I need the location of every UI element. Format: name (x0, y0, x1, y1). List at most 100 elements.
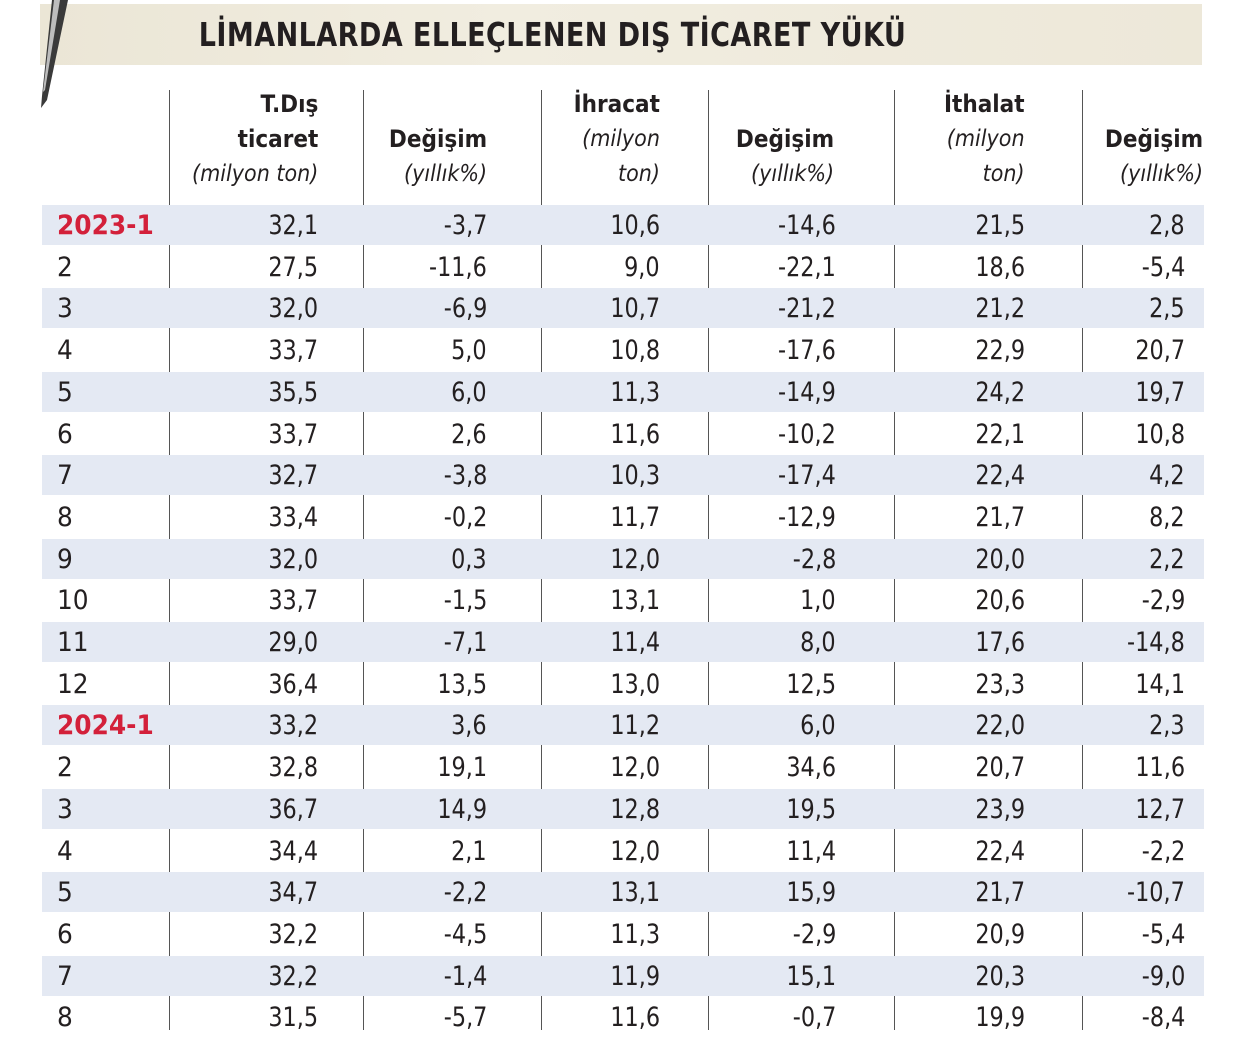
table-cell: 12,7 (1135, 793, 1185, 825)
row-period-label: 12 (57, 668, 89, 700)
table-cell: 11,6 (1135, 752, 1185, 784)
table-cell: -0,2 (443, 501, 487, 533)
table-cell: 32,2 (268, 918, 318, 950)
table-cell: 27,5 (268, 251, 318, 283)
table-cell: 33,4 (268, 501, 318, 533)
table-cell: 19,1 (437, 752, 487, 784)
table-cell: 20,0 (975, 543, 1025, 575)
table-cell: -17,4 (778, 460, 836, 492)
row-period-label: 8 (57, 1002, 73, 1034)
table-cell: 20,6 (975, 585, 1025, 617)
row-period-label: 5 (57, 877, 73, 909)
table-cell: 20,7 (1135, 335, 1185, 367)
table-cell: -2,9 (1141, 585, 1185, 617)
column-header-unit: (milyon (582, 126, 660, 152)
table-cell: 33,7 (268, 418, 318, 450)
table-cell: 14,9 (437, 793, 487, 825)
table-cell: 22,1 (975, 418, 1025, 450)
table-cell: -8,4 (1141, 1002, 1185, 1034)
column-header: Değişim (yıllık%) (1094, 122, 1203, 192)
table-row: 12 36,4 13,5 13,0 12,5 23,3 14,1 (42, 664, 1204, 704)
table-cell: 6,0 (451, 376, 487, 408)
table-cell: 11,3 (610, 376, 660, 408)
column-header: İhracat (milyon ton) (564, 87, 660, 192)
table-cell: -14,9 (778, 376, 836, 408)
table-row: 2 32,8 19,1 12,0 34,6 20,7 11,6 (42, 747, 1204, 787)
table-cell: -2,2 (443, 877, 487, 909)
table-cell: 11,6 (610, 418, 660, 450)
table-row: 6 32,2 -4,5 11,3 -2,9 20,9 -5,4 (42, 914, 1204, 954)
table-cell: 22,4 (975, 835, 1025, 867)
table-cell: 23,9 (975, 793, 1025, 825)
table-cell: 10,8 (610, 335, 660, 367)
table-cell: -7,1 (443, 627, 487, 658)
table-row: 7 32,2 -1,4 11,9 15,1 20,3 -9,0 (42, 955, 1204, 996)
table-cell: 24,2 (975, 376, 1025, 408)
table-cell: 13,0 (610, 668, 660, 700)
row-period-label: 2 (57, 752, 73, 784)
table-cell: 2,6 (451, 418, 487, 450)
column-header-label: ticaret (237, 125, 318, 153)
table-cell: 22,0 (975, 710, 1025, 742)
title-band (40, 4, 1202, 65)
table-cell: 8,2 (1149, 501, 1185, 533)
column-header-unit: (milyon ton) (191, 161, 318, 187)
row-period-label: 7 (57, 460, 73, 492)
table-cell: 17,6 (975, 627, 1025, 658)
column-header-label: Değişim (1104, 125, 1203, 153)
table-cell: 10,7 (610, 293, 660, 325)
table-cell: 32,0 (268, 543, 318, 575)
table-cell: 32,1 (268, 210, 318, 241)
table-cell: 12,0 (610, 543, 660, 575)
table-row: 5 35,5 6,0 11,3 -14,9 24,2 19,7 (42, 371, 1204, 412)
table-cell: 12,8 (610, 793, 660, 825)
row-period-label: 6 (57, 918, 73, 950)
table-cell: -21,2 (778, 293, 836, 325)
table-cell: 36,4 (268, 668, 318, 700)
table-cell: 21,5 (975, 210, 1025, 241)
table-row: 2023-1 32,1 -3,7 10,6 -14,6 21,5 2,8 (42, 205, 1204, 245)
table-cell: -10,2 (778, 418, 836, 450)
table-cell: 6,0 (800, 710, 836, 742)
column-header: Değişim (yıllık%) (725, 122, 834, 192)
table-row: 3 32,0 -6,9 10,7 -21,2 21,2 2,5 (42, 288, 1204, 329)
table-cell: 11,6 (610, 1002, 660, 1034)
table-cell: 14,1 (1135, 668, 1185, 700)
table-row: 10 33,7 -1,5 13,1 1,0 20,6 -2,9 (42, 580, 1204, 620)
table-cell: 3,6 (451, 710, 487, 742)
table-cell: 32,7 (268, 460, 318, 492)
pen-decoration (41, 0, 68, 108)
table-cell: -10,7 (1127, 877, 1185, 909)
row-period-label: 9 (57, 543, 73, 575)
table-cell: -0,7 (792, 1002, 836, 1034)
row-period-label: 2023-1 (57, 210, 154, 241)
table-cell: 5,0 (451, 335, 487, 367)
table-cell: 29,0 (268, 627, 318, 658)
column-header: Değişim (yıllık%) (378, 122, 487, 192)
table-cell: 12,0 (610, 835, 660, 867)
table-cell: 11,7 (610, 501, 660, 533)
table-cell: -2,2 (1141, 835, 1185, 867)
table-cell: -9,0 (1141, 960, 1185, 992)
table-row: 4 34,4 2,1 12,0 11,4 22,4 -2,2 (42, 831, 1204, 871)
table-cell: 21,7 (975, 501, 1025, 533)
table-cell: -14,8 (1127, 627, 1185, 658)
column-header-unit: ton) (618, 161, 660, 187)
table-cell: 20,3 (975, 960, 1025, 992)
row-period-label: 4 (57, 835, 73, 867)
table-row: 11 29,0 -7,1 11,4 8,0 17,6 -14,8 (42, 622, 1204, 662)
row-period-label: 6 (57, 418, 73, 450)
row-period-label: 10 (57, 585, 89, 617)
row-period-label: 3 (57, 793, 73, 825)
table-cell: -14,6 (778, 210, 836, 241)
table-cell: 36,7 (268, 793, 318, 825)
table-cell: -1,5 (443, 585, 487, 617)
column-header-unit: ton) (983, 161, 1025, 187)
column-header-unit: (yıllık%) (1119, 161, 1203, 187)
table-cell: 19,7 (1135, 376, 1185, 408)
table-cell: 13,1 (610, 877, 660, 909)
table-cell: 35,5 (268, 376, 318, 408)
table-row: 8 31,5 -5,7 11,6 -0,7 19,9 -8,4 (42, 997, 1204, 1037)
table-cell: 33,7 (268, 585, 318, 617)
table-title: LİMANLARDA ELLEÇLENEN DIŞ TİCARET YÜKÜ (198, 15, 907, 54)
